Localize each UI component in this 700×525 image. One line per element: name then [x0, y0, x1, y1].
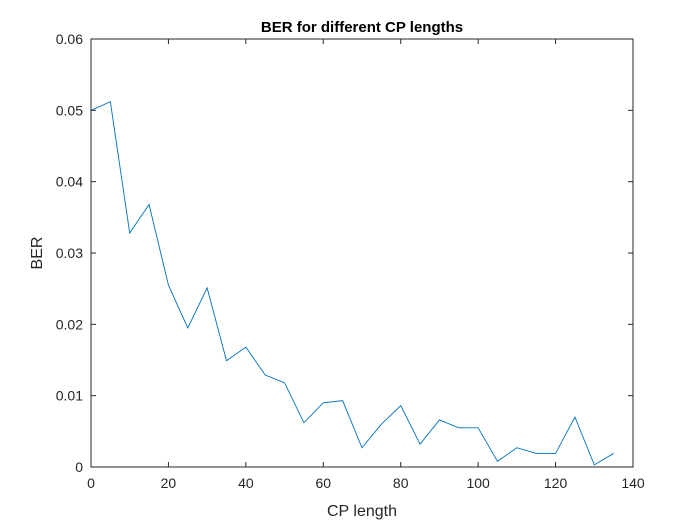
x-axis-label: CP length: [327, 503, 397, 520]
y-tick-label: 0.01: [56, 388, 83, 404]
y-axis-label: BER: [29, 237, 46, 270]
series-line: [90, 101, 614, 466]
y-tick-label: 0: [75, 459, 83, 475]
tick-labels-layer: 0 20 40 60 80 100 120 140 0 0.01 0.02 0.03 0.04 0.05 0…: [56, 31, 645, 491]
chart-title: BER for different CP lengths: [261, 19, 463, 36]
x-tick-label: 40: [238, 475, 254, 491]
y-tick-label: 0.04: [56, 174, 83, 190]
x-tick-label: 60: [315, 475, 331, 491]
x-tick-label: 80: [393, 475, 409, 491]
x-tick-label: 0: [87, 475, 95, 491]
plot-background: [91, 39, 633, 467]
series-layer: [90, 101, 614, 466]
axes-box: [90, 38, 634, 468]
x-tick-label: 120: [544, 475, 568, 491]
y-tick-label: 0.02: [56, 316, 83, 332]
y-tick-label: 0.03: [56, 245, 83, 261]
y-tick-label: 0.06: [56, 31, 83, 47]
x-tick-label: 20: [161, 475, 177, 491]
y-tick-label: 0.05: [56, 102, 83, 118]
x-tick-label: 140: [621, 475, 645, 491]
x-tick-label: 100: [466, 475, 490, 491]
